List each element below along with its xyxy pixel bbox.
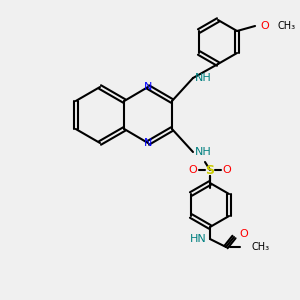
Text: CH₃: CH₃ [252, 242, 270, 252]
Text: O: O [189, 165, 197, 175]
Text: HN: HN [190, 234, 207, 244]
Text: NH: NH [195, 73, 212, 83]
Text: O: O [261, 21, 269, 31]
Text: N: N [144, 82, 152, 92]
Text: S: S [206, 164, 214, 176]
Text: NH: NH [195, 147, 212, 157]
Text: N: N [144, 138, 152, 148]
Text: O: O [223, 165, 231, 175]
Text: CH₃: CH₃ [277, 21, 295, 31]
Text: O: O [239, 229, 248, 239]
